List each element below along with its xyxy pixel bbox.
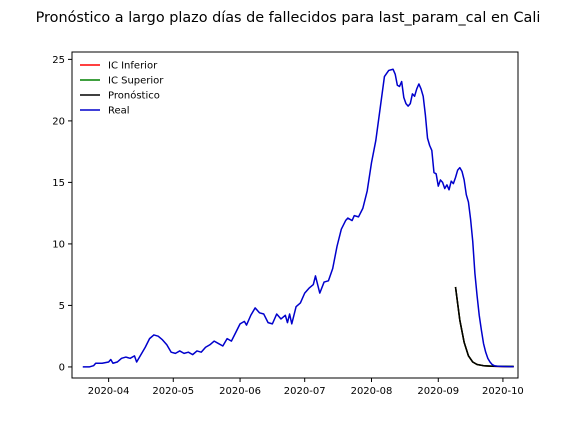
plot-area: [72, 52, 518, 378]
x-tick-label: 2020-06: [219, 386, 261, 397]
y-tick-label: 25: [52, 55, 65, 66]
y-tick-label: 5: [59, 301, 65, 312]
plot-frame: [71, 51, 519, 379]
y-tick-label: 0: [59, 362, 65, 373]
x-tick-label: 2020-04: [88, 386, 130, 397]
x-tick-label: 2020-09: [417, 386, 459, 397]
series-line-real: [82, 68, 514, 368]
legend-label: IC Inferior: [108, 61, 158, 72]
legend-label: Real: [108, 106, 130, 117]
x-tick-label: 2020-08: [351, 386, 393, 397]
x-tick-label: 2020-10: [482, 386, 524, 397]
y-tick-label: 15: [52, 178, 65, 189]
y-tick-label: 20: [52, 116, 65, 127]
legend-label: Pronóstico: [108, 90, 160, 102]
x-tick-label: 2020-07: [284, 386, 326, 397]
legend-label: IC Superior: [108, 76, 164, 87]
chart-title: Pronóstico a largo plazo días de falleci…: [36, 10, 541, 26]
legend: IC Inferior IC Superior Pronóstico Real: [80, 61, 164, 117]
x-tick-label: 2020-05: [152, 386, 194, 397]
axis-layer: 0 5 10 15 20 25 2020-04 2020-05 2020-06 2020-07 20…: [52, 55, 524, 397]
series-layer: [82, 68, 514, 368]
y-tick-label: 10: [52, 239, 65, 250]
